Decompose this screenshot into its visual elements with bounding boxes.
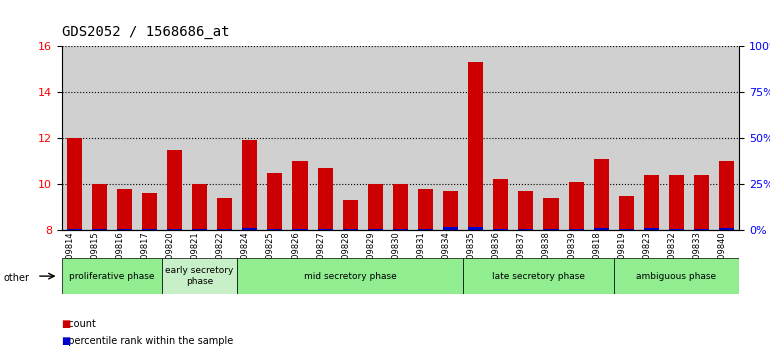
Bar — [217, 229, 233, 230]
Bar — [518, 229, 534, 230]
Bar — [418, 189, 433, 230]
Bar — [217, 198, 233, 230]
Bar — [694, 175, 709, 230]
Bar — [619, 229, 634, 230]
Bar — [393, 184, 408, 230]
Text: other: other — [4, 273, 30, 283]
Bar — [669, 175, 684, 230]
Bar — [267, 172, 283, 230]
FancyBboxPatch shape — [237, 258, 463, 294]
Text: ■: ■ — [62, 319, 71, 329]
Bar — [443, 227, 458, 230]
Bar — [594, 159, 609, 230]
FancyBboxPatch shape — [62, 258, 162, 294]
Bar — [167, 229, 182, 230]
Text: proliferative phase: proliferative phase — [69, 272, 155, 281]
Bar — [669, 229, 684, 230]
Bar — [368, 229, 383, 230]
FancyBboxPatch shape — [463, 258, 614, 294]
Bar — [568, 229, 584, 230]
Bar — [468, 62, 484, 230]
Bar — [243, 228, 257, 230]
Bar — [368, 184, 383, 230]
Bar — [142, 193, 157, 230]
Bar — [644, 228, 659, 230]
Bar — [619, 195, 634, 230]
Text: GDS2052 / 1568686_at: GDS2052 / 1568686_at — [62, 25, 229, 39]
Bar — [267, 229, 283, 230]
Bar — [468, 227, 484, 230]
Bar — [594, 228, 609, 230]
Bar — [192, 229, 207, 230]
Bar — [92, 229, 107, 230]
Bar — [317, 168, 333, 230]
Bar — [719, 228, 734, 230]
Bar — [494, 179, 508, 230]
FancyBboxPatch shape — [614, 258, 739, 294]
Bar — [644, 175, 659, 230]
Bar — [719, 161, 734, 230]
Bar — [192, 184, 207, 230]
FancyBboxPatch shape — [162, 258, 237, 294]
Bar — [92, 184, 107, 230]
Bar — [243, 140, 257, 230]
Bar — [418, 229, 433, 230]
Text: percentile rank within the sample: percentile rank within the sample — [62, 336, 233, 346]
Bar — [293, 161, 307, 230]
Text: ambiguous phase: ambiguous phase — [636, 272, 717, 281]
Bar — [67, 138, 82, 230]
Text: early secretory
phase: early secretory phase — [166, 267, 234, 286]
Bar — [167, 149, 182, 230]
Bar — [544, 198, 558, 230]
Bar — [694, 229, 709, 230]
Text: mid secretory phase: mid secretory phase — [304, 272, 397, 281]
Text: ■: ■ — [62, 336, 71, 346]
Bar — [343, 229, 358, 230]
Bar — [142, 229, 157, 230]
Bar — [393, 229, 408, 230]
Bar — [518, 191, 534, 230]
Bar — [117, 229, 132, 230]
Bar — [544, 229, 558, 230]
Text: count: count — [62, 319, 95, 329]
Bar — [343, 200, 358, 230]
Bar — [494, 229, 508, 230]
Text: late secretory phase: late secretory phase — [492, 272, 585, 281]
Bar — [443, 191, 458, 230]
Bar — [117, 189, 132, 230]
Bar — [293, 229, 307, 230]
Bar — [317, 229, 333, 230]
Bar — [568, 182, 584, 230]
Bar — [67, 229, 82, 230]
